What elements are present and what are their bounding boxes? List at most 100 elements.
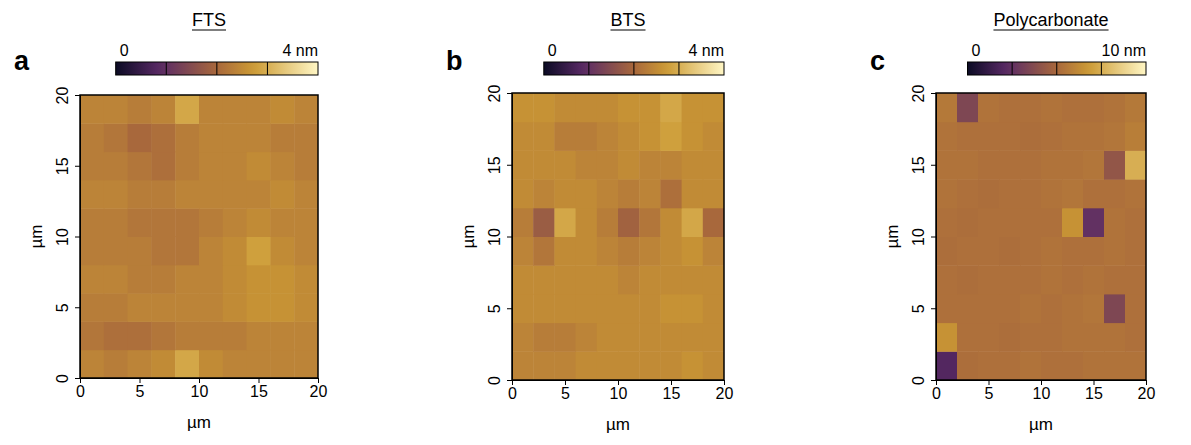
title-underline xyxy=(610,29,645,30)
cell xyxy=(682,179,704,208)
cell xyxy=(682,150,704,179)
cell xyxy=(294,152,318,181)
cell xyxy=(1041,208,1063,237)
x-tick: 0 xyxy=(932,380,941,402)
cell xyxy=(957,93,979,122)
x-tick-mark xyxy=(618,380,619,385)
cell xyxy=(682,265,704,294)
panel: 0510152005101520µmµmPolycarbonatec010 nm xyxy=(870,10,1156,434)
y-tick: 20 xyxy=(486,85,512,103)
cell xyxy=(128,265,152,294)
x-tick: 15 xyxy=(250,378,268,400)
cell xyxy=(223,265,247,294)
cell xyxy=(1041,93,1063,122)
cell xyxy=(512,323,534,352)
cell xyxy=(128,293,152,322)
cell xyxy=(597,150,619,179)
panel-letter: c xyxy=(870,46,885,76)
title-underline xyxy=(192,29,226,30)
colorbar-tick xyxy=(216,62,217,75)
cell xyxy=(223,321,247,350)
cell xyxy=(223,293,247,322)
x-axis: 05101520 xyxy=(76,378,327,400)
cell xyxy=(1062,294,1084,323)
cell xyxy=(597,323,619,352)
cell xyxy=(682,294,704,323)
cell xyxy=(270,350,294,378)
panel: 0510152005101520µmµmBTSb04 nm xyxy=(446,10,734,434)
cell xyxy=(294,95,318,124)
cell xyxy=(223,237,247,266)
y-tick-mark xyxy=(507,93,512,94)
panel-letter: a xyxy=(14,46,30,76)
cell xyxy=(80,293,104,322)
cell xyxy=(223,350,247,378)
cell xyxy=(936,351,958,380)
cell xyxy=(270,95,294,124)
cell xyxy=(294,180,318,209)
x-tick-label: 15 xyxy=(250,383,268,400)
y-tick-label: 10 xyxy=(486,228,503,246)
x-axis-title: µm xyxy=(1029,415,1053,434)
y-axis-line xyxy=(931,94,937,381)
cell xyxy=(104,123,128,152)
y-tick: 15 xyxy=(486,156,512,174)
y-tick: 10 xyxy=(54,228,80,246)
cell xyxy=(104,95,128,124)
cell xyxy=(199,95,223,124)
cell xyxy=(512,122,534,151)
y-tick-mark xyxy=(75,166,80,167)
cell xyxy=(618,208,640,237)
cell xyxy=(639,294,661,323)
cell xyxy=(151,293,175,322)
cell xyxy=(175,208,199,237)
y-tick-mark xyxy=(507,308,512,309)
y-axis-title: µm xyxy=(27,225,46,249)
cell xyxy=(80,350,104,378)
x-tick-mark xyxy=(724,380,725,385)
cell xyxy=(660,179,682,208)
cell xyxy=(618,122,640,151)
x-tick: 15 xyxy=(663,380,681,402)
cell xyxy=(247,265,271,294)
cell xyxy=(639,122,661,151)
cell xyxy=(128,237,152,266)
cell xyxy=(554,208,576,237)
colorbar-tick xyxy=(166,62,167,75)
x-tick-mark xyxy=(1094,380,1095,385)
cell xyxy=(597,93,619,122)
cell xyxy=(223,95,247,124)
x-tick-label: 15 xyxy=(663,385,681,402)
cell xyxy=(1062,208,1084,237)
cell xyxy=(1020,237,1042,266)
cell xyxy=(639,265,661,294)
cell xyxy=(247,350,271,378)
cell xyxy=(978,93,1000,122)
y-axis-line xyxy=(507,94,513,381)
y-tick-label: 5 xyxy=(54,303,71,312)
plot-frame xyxy=(936,93,1146,380)
cell xyxy=(247,123,271,152)
cell xyxy=(1020,351,1042,380)
cell xyxy=(597,208,619,237)
cell xyxy=(936,179,958,208)
y-tick-mark xyxy=(507,237,512,238)
cell xyxy=(247,95,271,124)
cell xyxy=(151,350,175,378)
cell xyxy=(978,208,1000,237)
cell xyxy=(1083,237,1105,266)
colorbar-tick xyxy=(1056,62,1057,75)
x-tick: 5 xyxy=(985,380,994,402)
cell xyxy=(1125,150,1146,179)
cell xyxy=(270,152,294,181)
y-axis: 05101520 xyxy=(910,85,937,385)
cell xyxy=(104,237,128,266)
cell xyxy=(533,150,555,179)
cell xyxy=(660,265,682,294)
y-tick: 0 xyxy=(910,376,936,385)
cell xyxy=(957,208,979,237)
cell xyxy=(554,122,576,151)
cell xyxy=(597,294,619,323)
cell xyxy=(175,265,199,294)
cell xyxy=(597,351,619,380)
